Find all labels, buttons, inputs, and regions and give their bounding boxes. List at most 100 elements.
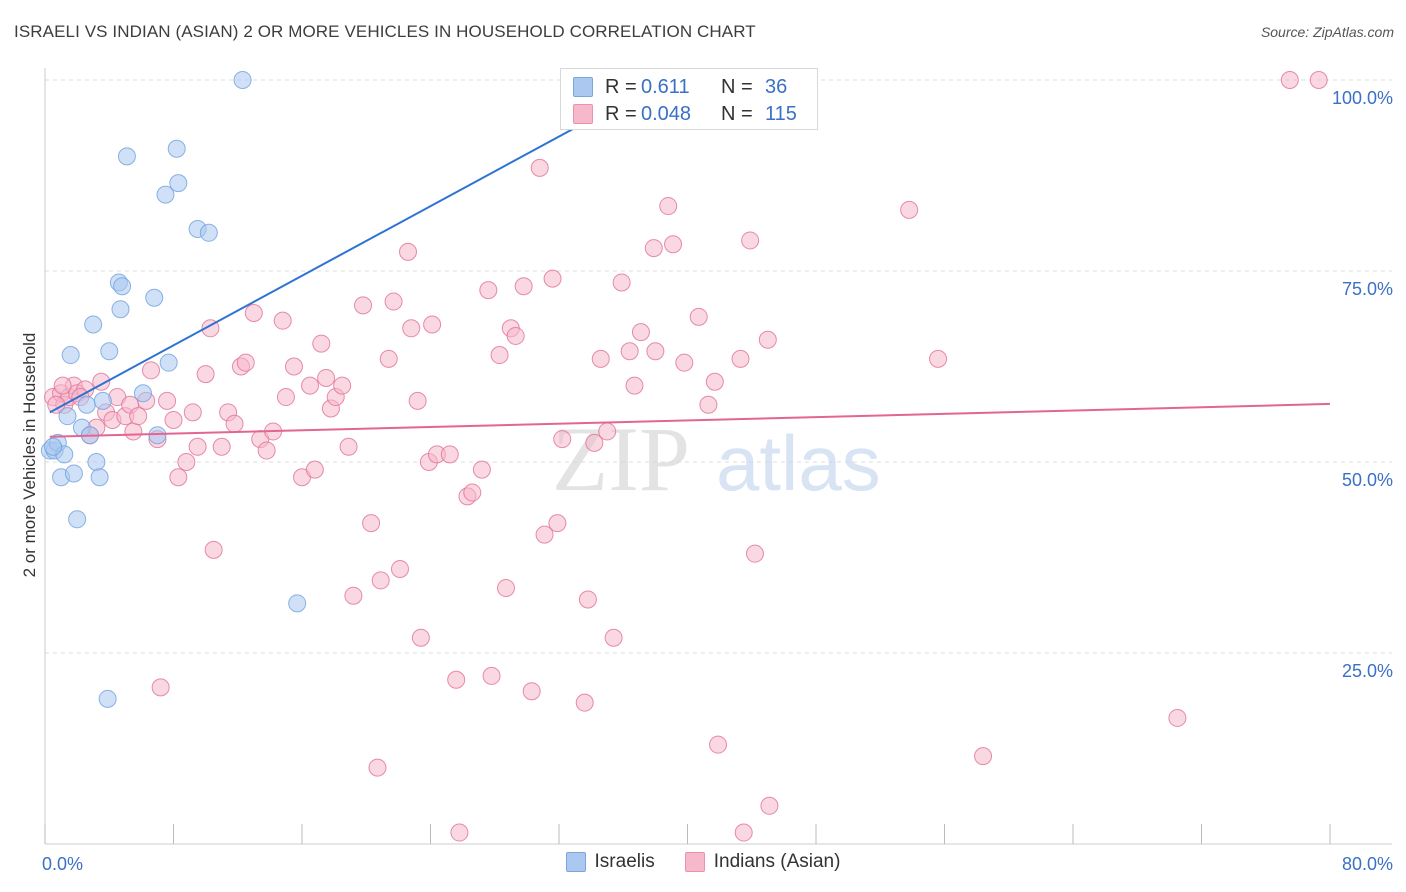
indian-point xyxy=(553,430,572,449)
israeli-point xyxy=(167,139,186,158)
r-label: R = xyxy=(605,75,637,98)
stats-legend-box: R = 0.611 N = 36 R = 0.048 N = 115 xyxy=(560,68,818,130)
legend-label-indians: Indians (Asian) xyxy=(713,851,841,872)
indian-point xyxy=(1309,71,1328,89)
israeli-point xyxy=(93,391,112,410)
indian-point xyxy=(646,342,665,361)
indian-point xyxy=(900,200,919,219)
indian-point xyxy=(447,670,466,689)
indian-point xyxy=(411,628,430,647)
series-israelis xyxy=(40,71,801,708)
stats-row-indians: R = 0.048 N = 115 xyxy=(573,101,797,127)
indian-point xyxy=(591,349,610,368)
trend-line-indians xyxy=(49,402,1331,438)
indian-point xyxy=(522,682,541,701)
indian-point xyxy=(1168,708,1187,727)
indian-point xyxy=(731,349,750,368)
indian-point xyxy=(212,437,231,456)
indian-point xyxy=(129,407,148,426)
indian-point xyxy=(575,693,594,712)
n-value: 36 xyxy=(765,75,788,98)
legend-item-israelis[interactable]: Israelis xyxy=(565,851,655,873)
indian-point xyxy=(734,823,753,842)
indian-point xyxy=(183,403,202,422)
israeli-point xyxy=(84,315,103,334)
chart-title: ISRAELI VS INDIAN (ASIAN) 2 OR MORE VEHI… xyxy=(14,22,756,41)
indian-point xyxy=(620,342,639,361)
israeli-point xyxy=(100,342,119,361)
israeli-point xyxy=(44,437,63,456)
indian-point xyxy=(705,372,724,391)
indian-point xyxy=(578,590,597,609)
indian-point xyxy=(301,376,320,395)
indian-point xyxy=(158,391,177,410)
y-axis-label: 2 or more Vehicles in Household xyxy=(20,333,39,578)
indian-point xyxy=(490,346,509,365)
y-tick-label: 100.0% xyxy=(1332,88,1393,108)
x-tick-label-min: 0.0% xyxy=(42,854,83,874)
indian-point xyxy=(379,349,398,368)
indian-point xyxy=(423,315,442,334)
indian-point xyxy=(177,453,196,471)
indian-point xyxy=(305,460,324,479)
israeli-point xyxy=(98,689,117,708)
indian-point xyxy=(598,422,617,441)
y-tick-label: 50.0% xyxy=(1342,470,1393,490)
legend-item-indians[interactable]: Indians (Asian) xyxy=(684,851,841,873)
indian-point xyxy=(333,376,352,395)
israeli-point xyxy=(233,71,252,89)
indian-point xyxy=(402,319,421,338)
indian-point xyxy=(745,544,764,563)
indian-point xyxy=(631,323,650,342)
indian-point xyxy=(225,414,244,433)
indian-point xyxy=(689,307,708,326)
indian-point xyxy=(151,678,170,697)
indian-point xyxy=(585,433,604,452)
indian-point xyxy=(339,437,358,456)
indian-point xyxy=(699,395,718,414)
indian-point xyxy=(479,281,498,300)
bottom-legend: Israelis Indians (Asian) xyxy=(0,851,1406,873)
indian-point xyxy=(612,273,631,292)
indian-point xyxy=(384,292,403,311)
israeli-point xyxy=(64,464,83,483)
indian-point xyxy=(188,437,207,456)
r-value: 0.611 xyxy=(641,75,690,98)
indian-point xyxy=(354,296,373,315)
indian-point xyxy=(625,376,644,395)
indian-point xyxy=(53,376,72,395)
indian-point xyxy=(709,735,728,754)
israeli-point xyxy=(87,453,106,471)
indian-point xyxy=(463,483,482,502)
israeli-point xyxy=(145,288,164,307)
israeli-point xyxy=(113,277,132,296)
indian-point xyxy=(317,368,336,387)
indian-point xyxy=(142,361,161,380)
indian-point xyxy=(204,540,223,559)
trend-line-israelis xyxy=(49,79,664,414)
indian-point xyxy=(506,326,525,345)
trend-lines xyxy=(49,79,1331,438)
indian-point xyxy=(760,796,779,815)
indian-point xyxy=(535,525,554,544)
indian-point xyxy=(929,349,948,368)
legend-swatch-indians xyxy=(684,852,705,872)
r-label: R = xyxy=(605,102,637,125)
x-tick-label-max: 80.0% xyxy=(1342,854,1393,874)
israeli-point xyxy=(288,594,307,613)
y-tick-label: 75.0% xyxy=(1342,279,1393,299)
indian-point xyxy=(390,559,409,578)
indian-point xyxy=(664,235,683,254)
indian-point xyxy=(371,571,390,590)
israeli-point xyxy=(77,395,96,414)
indian-point xyxy=(675,353,694,372)
indian-point xyxy=(368,758,387,777)
watermark-zip: ZIP xyxy=(552,408,690,510)
indian-point xyxy=(450,823,469,842)
israeli-point xyxy=(111,300,130,319)
indian-point xyxy=(644,239,663,258)
n-label: N = xyxy=(721,102,753,125)
indian-point xyxy=(312,334,331,353)
israeli-point xyxy=(148,426,167,445)
